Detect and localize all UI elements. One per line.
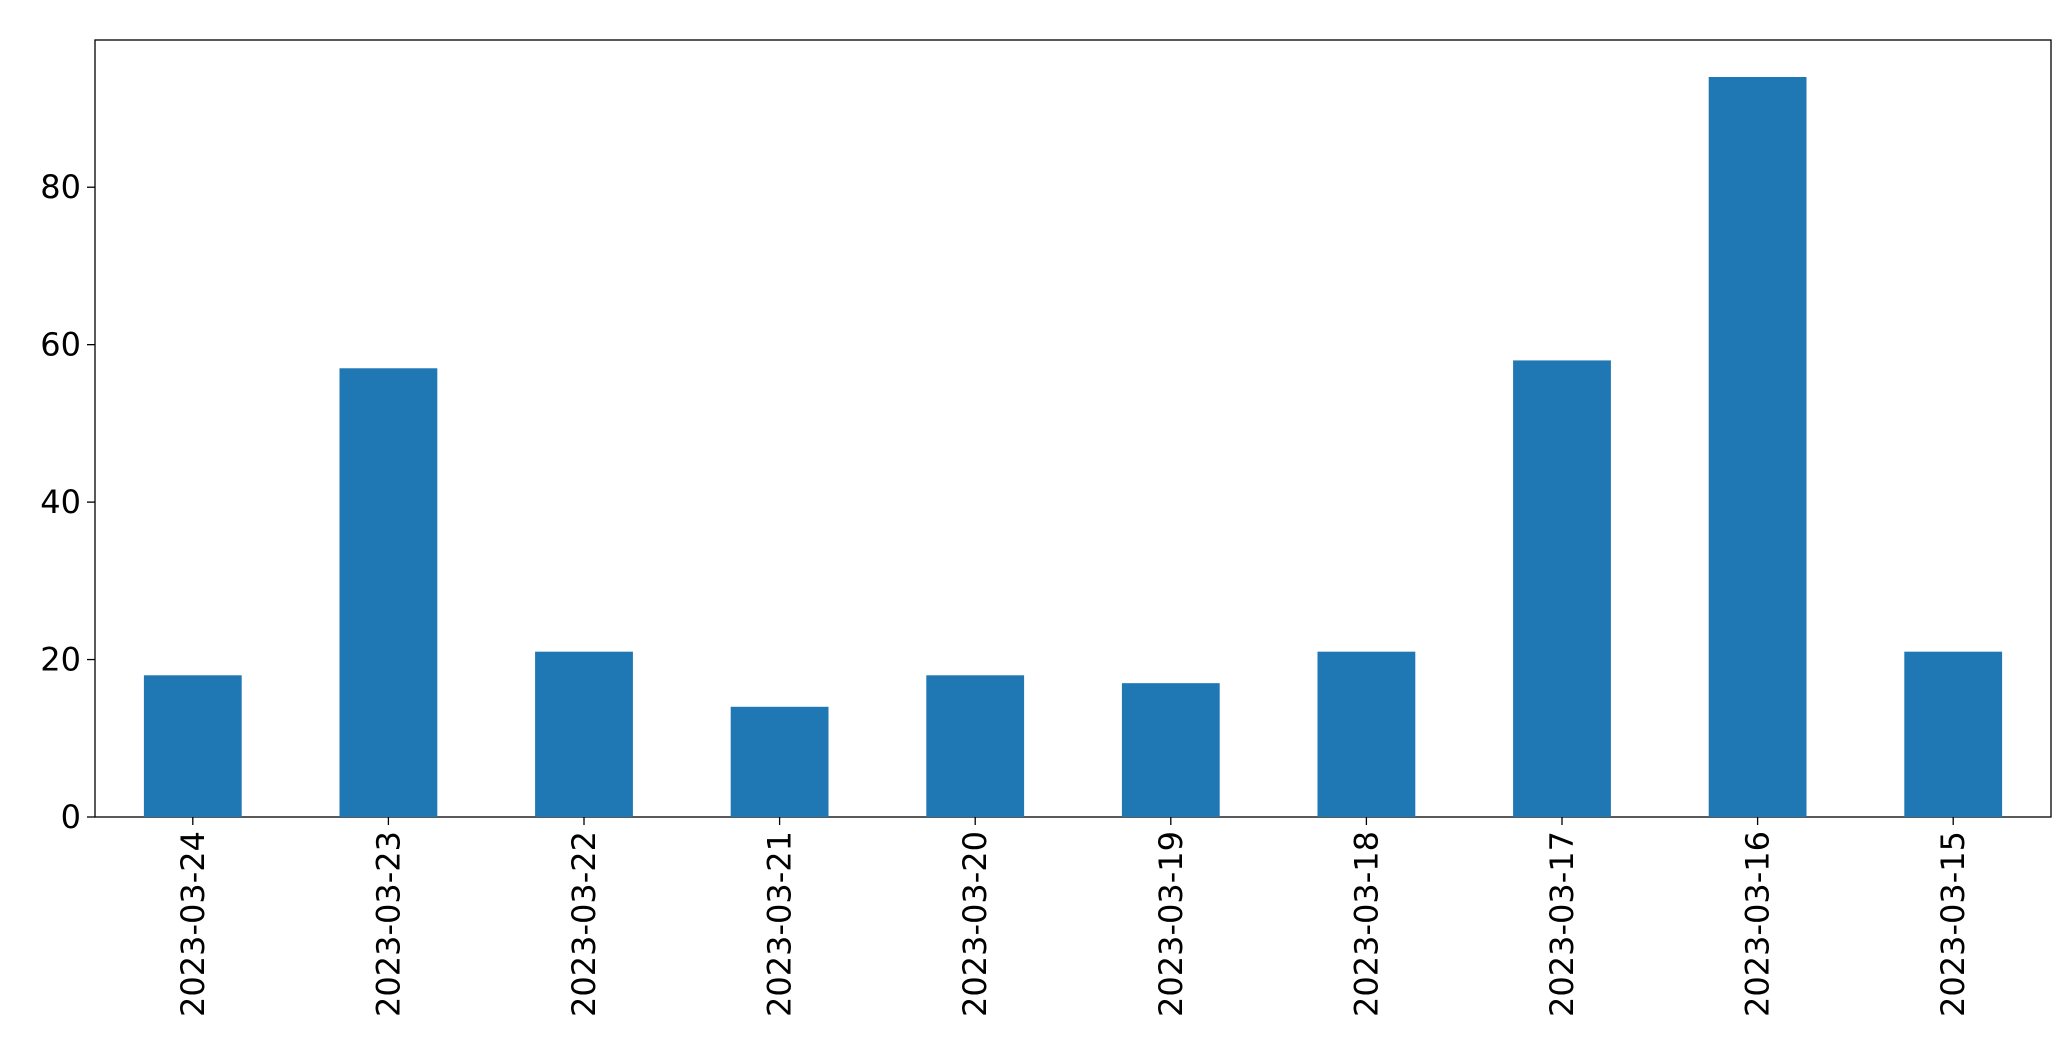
bar xyxy=(1708,77,1807,817)
bar xyxy=(730,706,829,817)
x-tick-label: 2023-03-18 xyxy=(1347,831,1385,1017)
bar xyxy=(1317,651,1416,817)
plot-frame xyxy=(94,39,2052,818)
bar xyxy=(143,675,242,817)
bar xyxy=(926,675,1025,817)
x-tick-label: 2023-03-16 xyxy=(1739,831,1777,1017)
x-tick-label: 2023-03-19 xyxy=(1152,831,1190,1017)
y-tick-label: 60 xyxy=(40,326,81,364)
bar xyxy=(1904,651,2003,817)
y-tick-label: 0 xyxy=(61,798,81,836)
y-tick-label: 80 xyxy=(40,168,81,206)
x-tick-label: 2023-03-21 xyxy=(761,831,799,1017)
x-tick-label: 2023-03-17 xyxy=(1543,831,1581,1017)
bar xyxy=(535,651,633,817)
bar xyxy=(339,368,438,817)
y-tick-label: 40 xyxy=(40,483,81,521)
y-tick-label: 20 xyxy=(40,641,81,679)
x-tick-label: 2023-03-20 xyxy=(956,831,994,1017)
x-tick-label: 2023-03-23 xyxy=(369,831,407,1017)
x-tick-label: 2023-03-24 xyxy=(174,831,212,1017)
x-tick-label: 2023-03-22 xyxy=(565,831,603,1017)
bar xyxy=(1513,360,1611,817)
bar xyxy=(1121,683,1220,817)
x-tick-label: 2023-03-15 xyxy=(1934,831,1972,1017)
